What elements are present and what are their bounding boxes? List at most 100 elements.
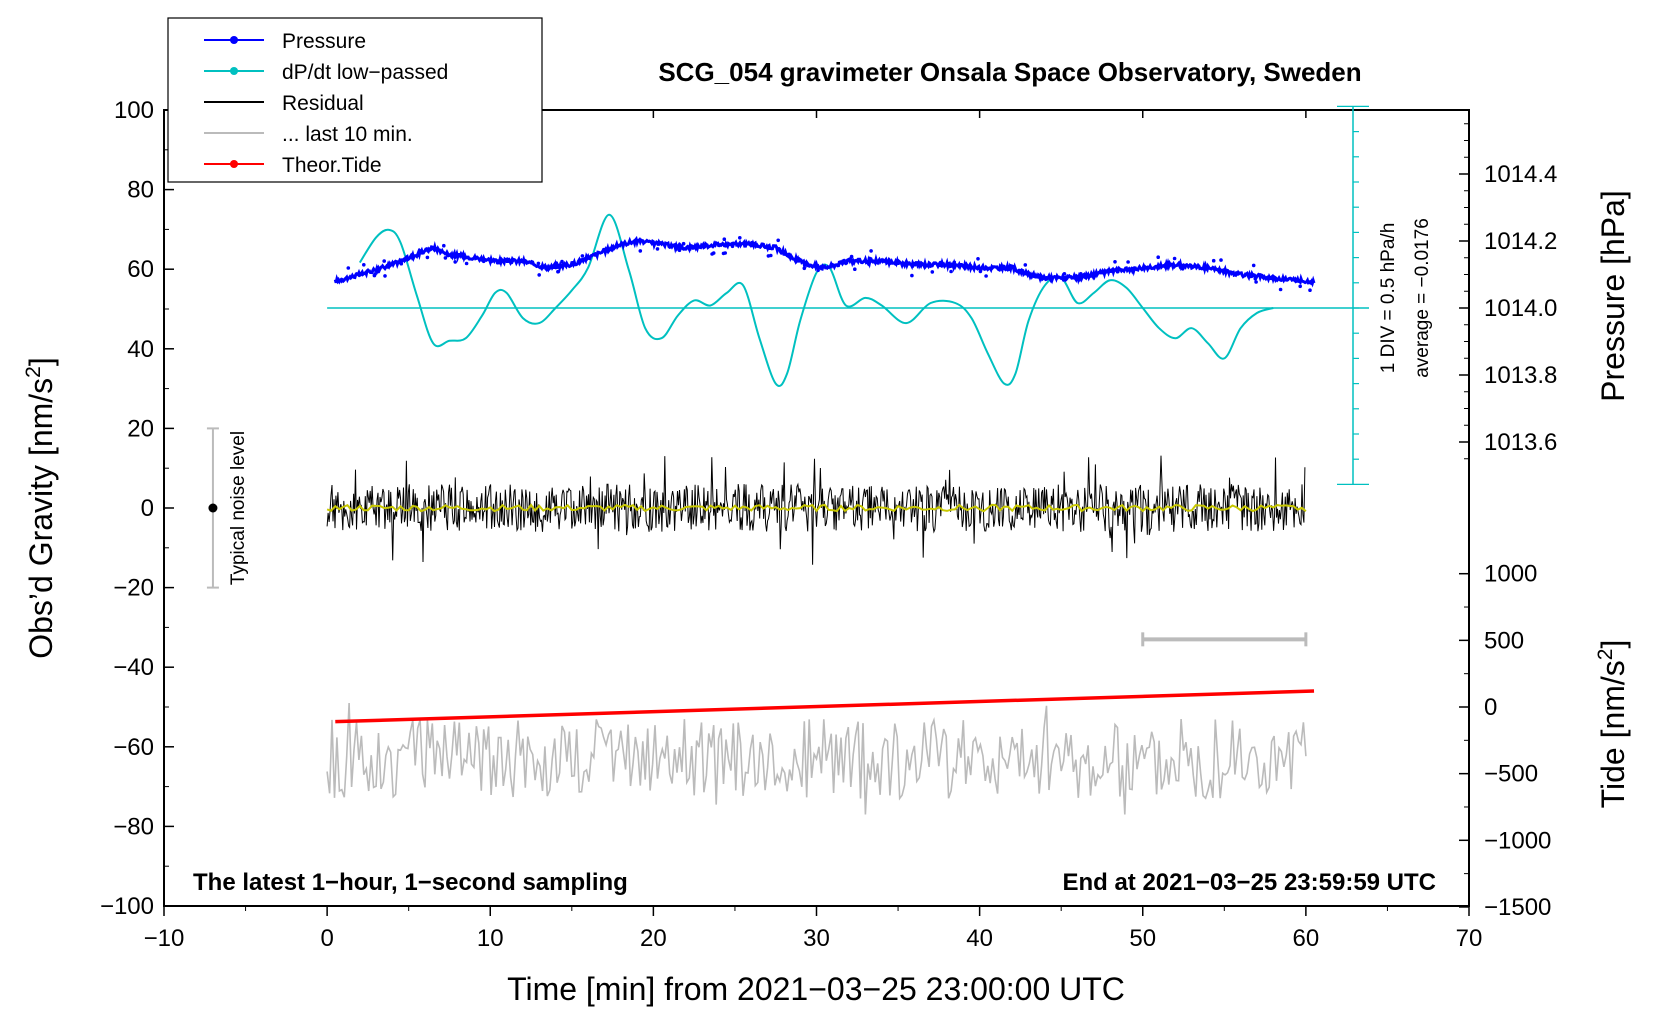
dpdt-scale-note: 1 DIV = 0.5 hPa/h (1378, 223, 1399, 374)
series-residual-line (326, 455, 1306, 565)
pressure-point (949, 269, 953, 274)
pressure-point (443, 256, 448, 260)
y-axis-title-left-end: ] (23, 357, 59, 366)
x-tick-label: 70 (1456, 925, 1483, 952)
series-residual-smooth-line (326, 503, 1307, 513)
left-tick-label: 20 (127, 415, 154, 442)
tide-tick-label: −1000 (1484, 827, 1551, 854)
pressure-point (1023, 263, 1028, 267)
y-axis-title-tide: Tide [nm/s2] (1594, 640, 1631, 809)
series-pressure-line (333, 235, 1316, 288)
y-axis-title-tide-sup: 2 (1594, 649, 1617, 661)
pressure-point (556, 269, 560, 274)
x-tick-label: 50 (1129, 925, 1156, 952)
pressure-point (711, 251, 716, 255)
series-tide-line (335, 689, 1315, 724)
pressure-point (560, 259, 564, 264)
pressure-point (1113, 260, 1117, 264)
pressure-point (537, 273, 541, 277)
pressure-point (1211, 258, 1216, 263)
y-axis-title-tide-main: Tide [nm/s (1595, 660, 1631, 808)
pressure-point (1251, 263, 1256, 268)
legend: Pressure dP/dt low−passed Residual ... last… (167, 17, 543, 183)
legend-marker (230, 67, 238, 75)
x-tick-label: −10 (144, 925, 185, 952)
pressure-point (853, 267, 857, 272)
pressure-point (425, 255, 430, 260)
pressure-point (1156, 255, 1160, 259)
legend-marker (230, 36, 238, 44)
pressure-point (776, 238, 780, 243)
x-tick-label: 0 (320, 925, 333, 952)
left-tick-label: 100 (114, 97, 154, 124)
left-tick-label: 80 (127, 177, 154, 204)
left-tick-label: 0 (141, 495, 154, 522)
pressure-point (442, 243, 446, 248)
pressure-point (373, 272, 378, 276)
pressure-point (346, 266, 351, 270)
pressure-point (382, 259, 387, 263)
sampling-note: The latest 1−hour, 1−second sampling (193, 869, 628, 896)
pressure-point (1308, 288, 1312, 293)
left-tick-label: −100 (100, 893, 154, 920)
dpdt-average-note: average = −0.0176 (1412, 218, 1433, 378)
chart-title: SCG_054 gravimeter Onsala Space Observat… (658, 57, 1361, 87)
pressure-tick-label: 1013.8 (1484, 362, 1557, 389)
pressure-point (453, 260, 458, 264)
left-axis-ticks: 100 80 60 40 20 0 −20 −40 −60 −80 −100 (100, 97, 174, 920)
pressure-point (1126, 260, 1130, 264)
x-tick-label: 30 (803, 925, 830, 952)
y-axis-title-left-main: Obs’d Gravity [nm/s (23, 378, 59, 659)
y-axis-title-left-sup: 2 (22, 366, 45, 378)
legend-box (167, 17, 543, 183)
pressure-point (655, 247, 660, 251)
y-axis-title-pressure: Pressure [hPa] (1595, 190, 1631, 402)
pressure-point (930, 270, 935, 274)
tide-tick-label: −500 (1484, 761, 1538, 788)
pressure-point (681, 241, 686, 246)
series-last10-line (326, 702, 1307, 815)
noise-level-label: Typical noise level (228, 431, 249, 585)
left-tick-label: 60 (127, 256, 154, 283)
pressure-tick-label: 1014.0 (1484, 295, 1557, 322)
pressure-point (536, 261, 541, 266)
left-tick-label: −80 (113, 813, 154, 840)
pressure-point (976, 257, 980, 261)
noise-bar-center-dot (208, 503, 218, 513)
x-axis-ticks: −10 0 10 20 30 40 50 60 70 (144, 110, 1483, 952)
y-axis-title-left: Obs’d Gravity [nm/s2] (22, 357, 59, 659)
pressure-point (1172, 256, 1177, 261)
pressure-point (723, 251, 727, 255)
x-tick-label: 60 (1293, 925, 1320, 952)
end-time-note: End at 2021−03−25 23:59:59 UTC (1062, 869, 1436, 896)
tide-tick-label: 1000 (1484, 561, 1537, 588)
pressure-point (580, 254, 585, 258)
legend-label: ... last 10 min. (282, 123, 413, 146)
pressure-tick-label: 1013.6 (1484, 429, 1557, 456)
y-axis-title-tide-end: ] (1595, 640, 1631, 649)
legend-label: dP/dt low−passed (282, 61, 448, 84)
pressure-point (984, 274, 988, 278)
legend-label: Theor.Tide (282, 154, 382, 177)
left-tick-label: −40 (113, 654, 154, 681)
pressure-point (362, 263, 366, 267)
dpdt-scale-bar (1337, 105, 1369, 485)
pressure-point (1278, 287, 1283, 292)
left-tick-label: −20 (113, 575, 154, 602)
pressure-point (738, 236, 742, 240)
pressure-point (464, 261, 469, 266)
x-tick-label: 20 (640, 925, 667, 952)
pressure-point (869, 249, 873, 253)
legend-label: Pressure (282, 30, 366, 53)
pressure-point (638, 249, 643, 253)
pressure-point (722, 237, 727, 241)
pressure-axis-ticks: 1014.4 1014.2 1014.0 1013.8 1013.6 (1459, 123, 1557, 460)
pressure-point (769, 253, 773, 258)
tide-axis-ticks: 1000 500 0 −500 −1000 −1500 (1459, 561, 1551, 921)
left-tick-label: −60 (113, 734, 154, 761)
tide-tick-label: −1500 (1484, 894, 1551, 921)
pressure-point (383, 274, 387, 278)
x-axis-title: Time [min] from 2021−03−25 23:00:00 UTC (507, 971, 1125, 1007)
pressure-point (910, 273, 914, 278)
